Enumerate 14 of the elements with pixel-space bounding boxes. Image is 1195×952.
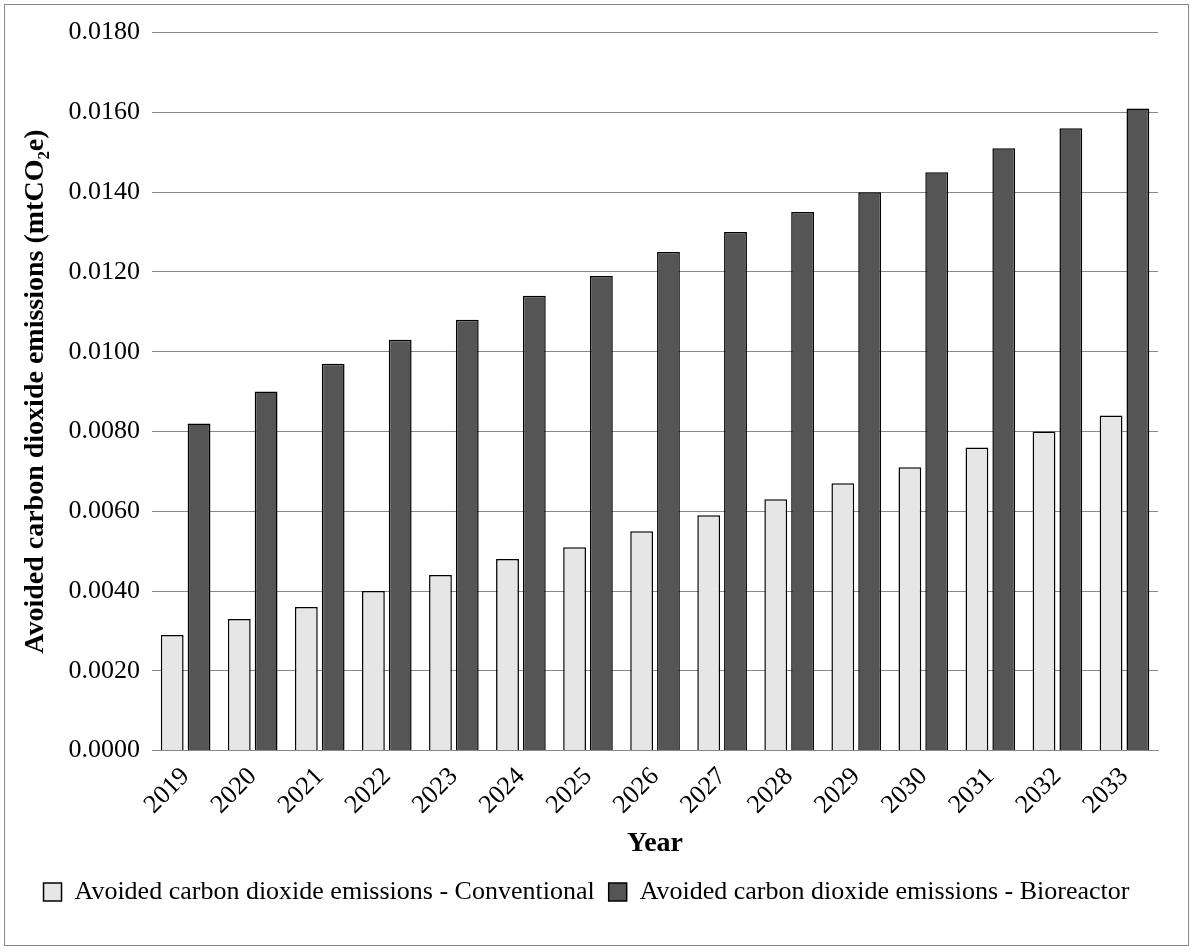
y-tick-label: 0.0140 bbox=[68, 175, 141, 205]
legend-label: Avoided carbon dioxide emissions - Conventional bbox=[74, 875, 595, 905]
y-tick-label: 0.0100 bbox=[68, 335, 141, 365]
y-tick-label: 0.0060 bbox=[68, 495, 141, 525]
y-tick-label: 0.0040 bbox=[68, 574, 141, 604]
y-tick-label: 0.0080 bbox=[68, 415, 141, 445]
y-tick-label: 0.0180 bbox=[68, 16, 141, 46]
y-tick-label: 0.0020 bbox=[68, 654, 141, 684]
x-axis-title: Year bbox=[627, 826, 684, 858]
y-tick-label: 0.0000 bbox=[68, 734, 141, 764]
legend-label: Avoided carbon dioxide emissions - Bioreactor bbox=[639, 875, 1130, 905]
y-axis-title: Avoided carbon dioxide emissions (mtCO₂e) bbox=[18, 129, 50, 654]
y-tick-label: 0.0120 bbox=[68, 255, 141, 285]
y-tick-label: 0.0160 bbox=[68, 96, 141, 126]
